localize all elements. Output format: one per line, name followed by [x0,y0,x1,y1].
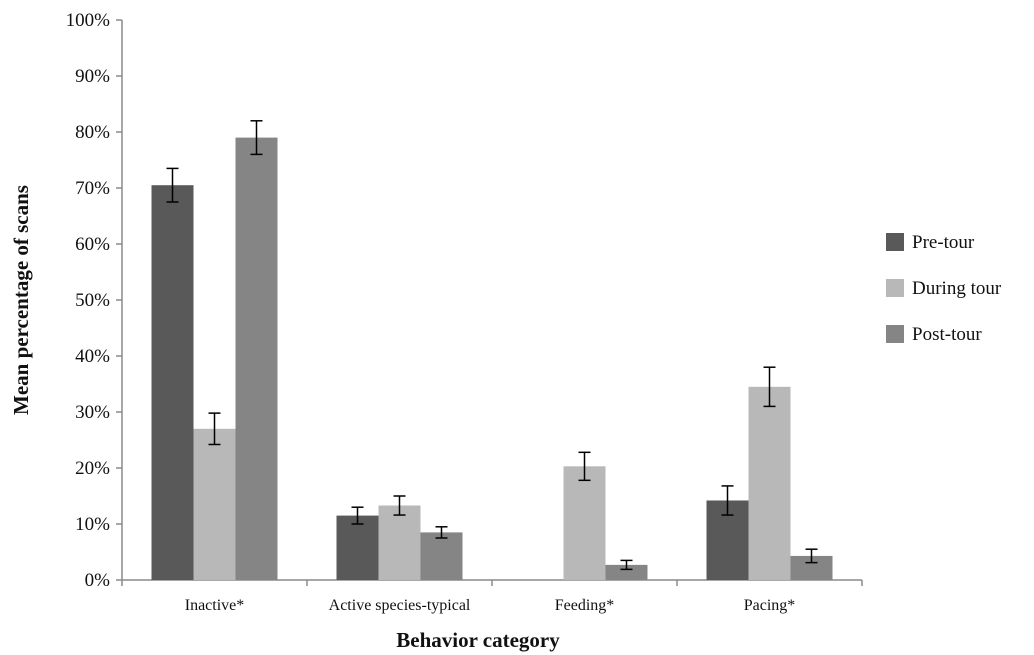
y-tick-label: 10% [75,514,110,535]
y-axis-title: Mean percentage of scans [9,185,33,415]
y-tick-label: 70% [75,178,110,199]
error-bars [166,120,818,571]
bar [420,532,463,580]
x-tick-label: Pacing* [744,597,796,614]
y-tick-label: 20% [75,458,110,479]
x-tick-label: Inactive* [185,597,245,614]
legend-label: Post-tour [912,324,982,345]
legend-swatch [886,325,904,343]
x-axis-title: Behavior category [396,628,560,652]
y-tick-label: 50% [75,290,110,311]
legend-label: During tour [912,278,1002,299]
legend: Pre-tour During tour Post-tour [886,232,1002,345]
bars [151,137,833,580]
bar [235,137,278,580]
bar [193,428,236,580]
bar [151,185,194,580]
x-tick-label: Feeding* [555,597,615,614]
legend-label: Pre-tour [912,232,975,253]
y-tick-label: 100% [66,10,111,31]
bar [605,564,648,580]
y-tick-label: 0% [85,570,111,591]
x-axis: Inactive* Active species-typical Feeding* P… [121,579,863,614]
y-tick-label: 40% [75,346,110,367]
legend-swatch [886,279,904,297]
y-axis: 0% 10% 20% 30% 40% 50% 60% 70% 80% 90% 100% [66,10,123,591]
bar [378,505,421,580]
bar [336,515,379,580]
bar [748,386,791,580]
y-tick-label: 60% [75,234,110,255]
legend-swatch [886,233,904,251]
x-tick-label: Active species-typical [329,597,471,614]
bar [563,466,606,580]
y-tick-label: 30% [75,402,110,423]
y-tick-label: 80% [75,122,110,143]
y-tick-label: 90% [75,66,110,87]
